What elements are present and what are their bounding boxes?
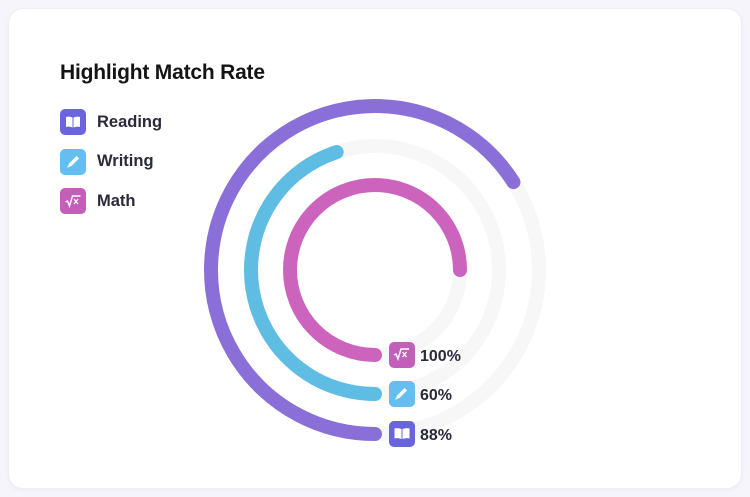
pencil-icon-glyph [395,388,407,400]
legend-item-reading[interactable]: Reading [60,109,162,135]
ring-arcs [204,99,521,441]
legend-item-math[interactable]: Math [60,188,162,214]
value-label-writing: 60% [389,381,452,407]
legend-item-writing[interactable]: Writing [60,148,162,175]
square-root-icon [60,188,86,214]
value-label-reading: 88% [389,421,452,447]
chart-title: Highlight Match Rate [60,61,265,84]
square-root-icon-glyph [393,348,409,362]
legend-label-math: Math [97,191,136,210]
arc-math[interactable] [283,178,467,362]
legend: Reading Writing Math [60,109,162,228]
open-book-icon-glyph [394,428,410,439]
arc-writing[interactable] [244,145,382,401]
open-book-icon [389,421,415,447]
ring-value-labels: 88% 60% 100% [389,342,461,447]
pencil-icon [60,148,86,175]
square-root-icon [389,342,415,368]
legend-label-reading: Reading [97,112,163,131]
chart-card: Highlight Match Rate Reading Writing Mat… [9,9,741,488]
legend-label-writing: Writing [97,152,154,170]
value-text-math: 100% [420,348,461,365]
arc-reading[interactable] [204,99,521,441]
open-book-icon [60,109,86,135]
value-text-reading: 88% [420,427,452,444]
value-label-math: 100% [389,342,461,368]
value-text-writing: 60% [420,387,452,404]
